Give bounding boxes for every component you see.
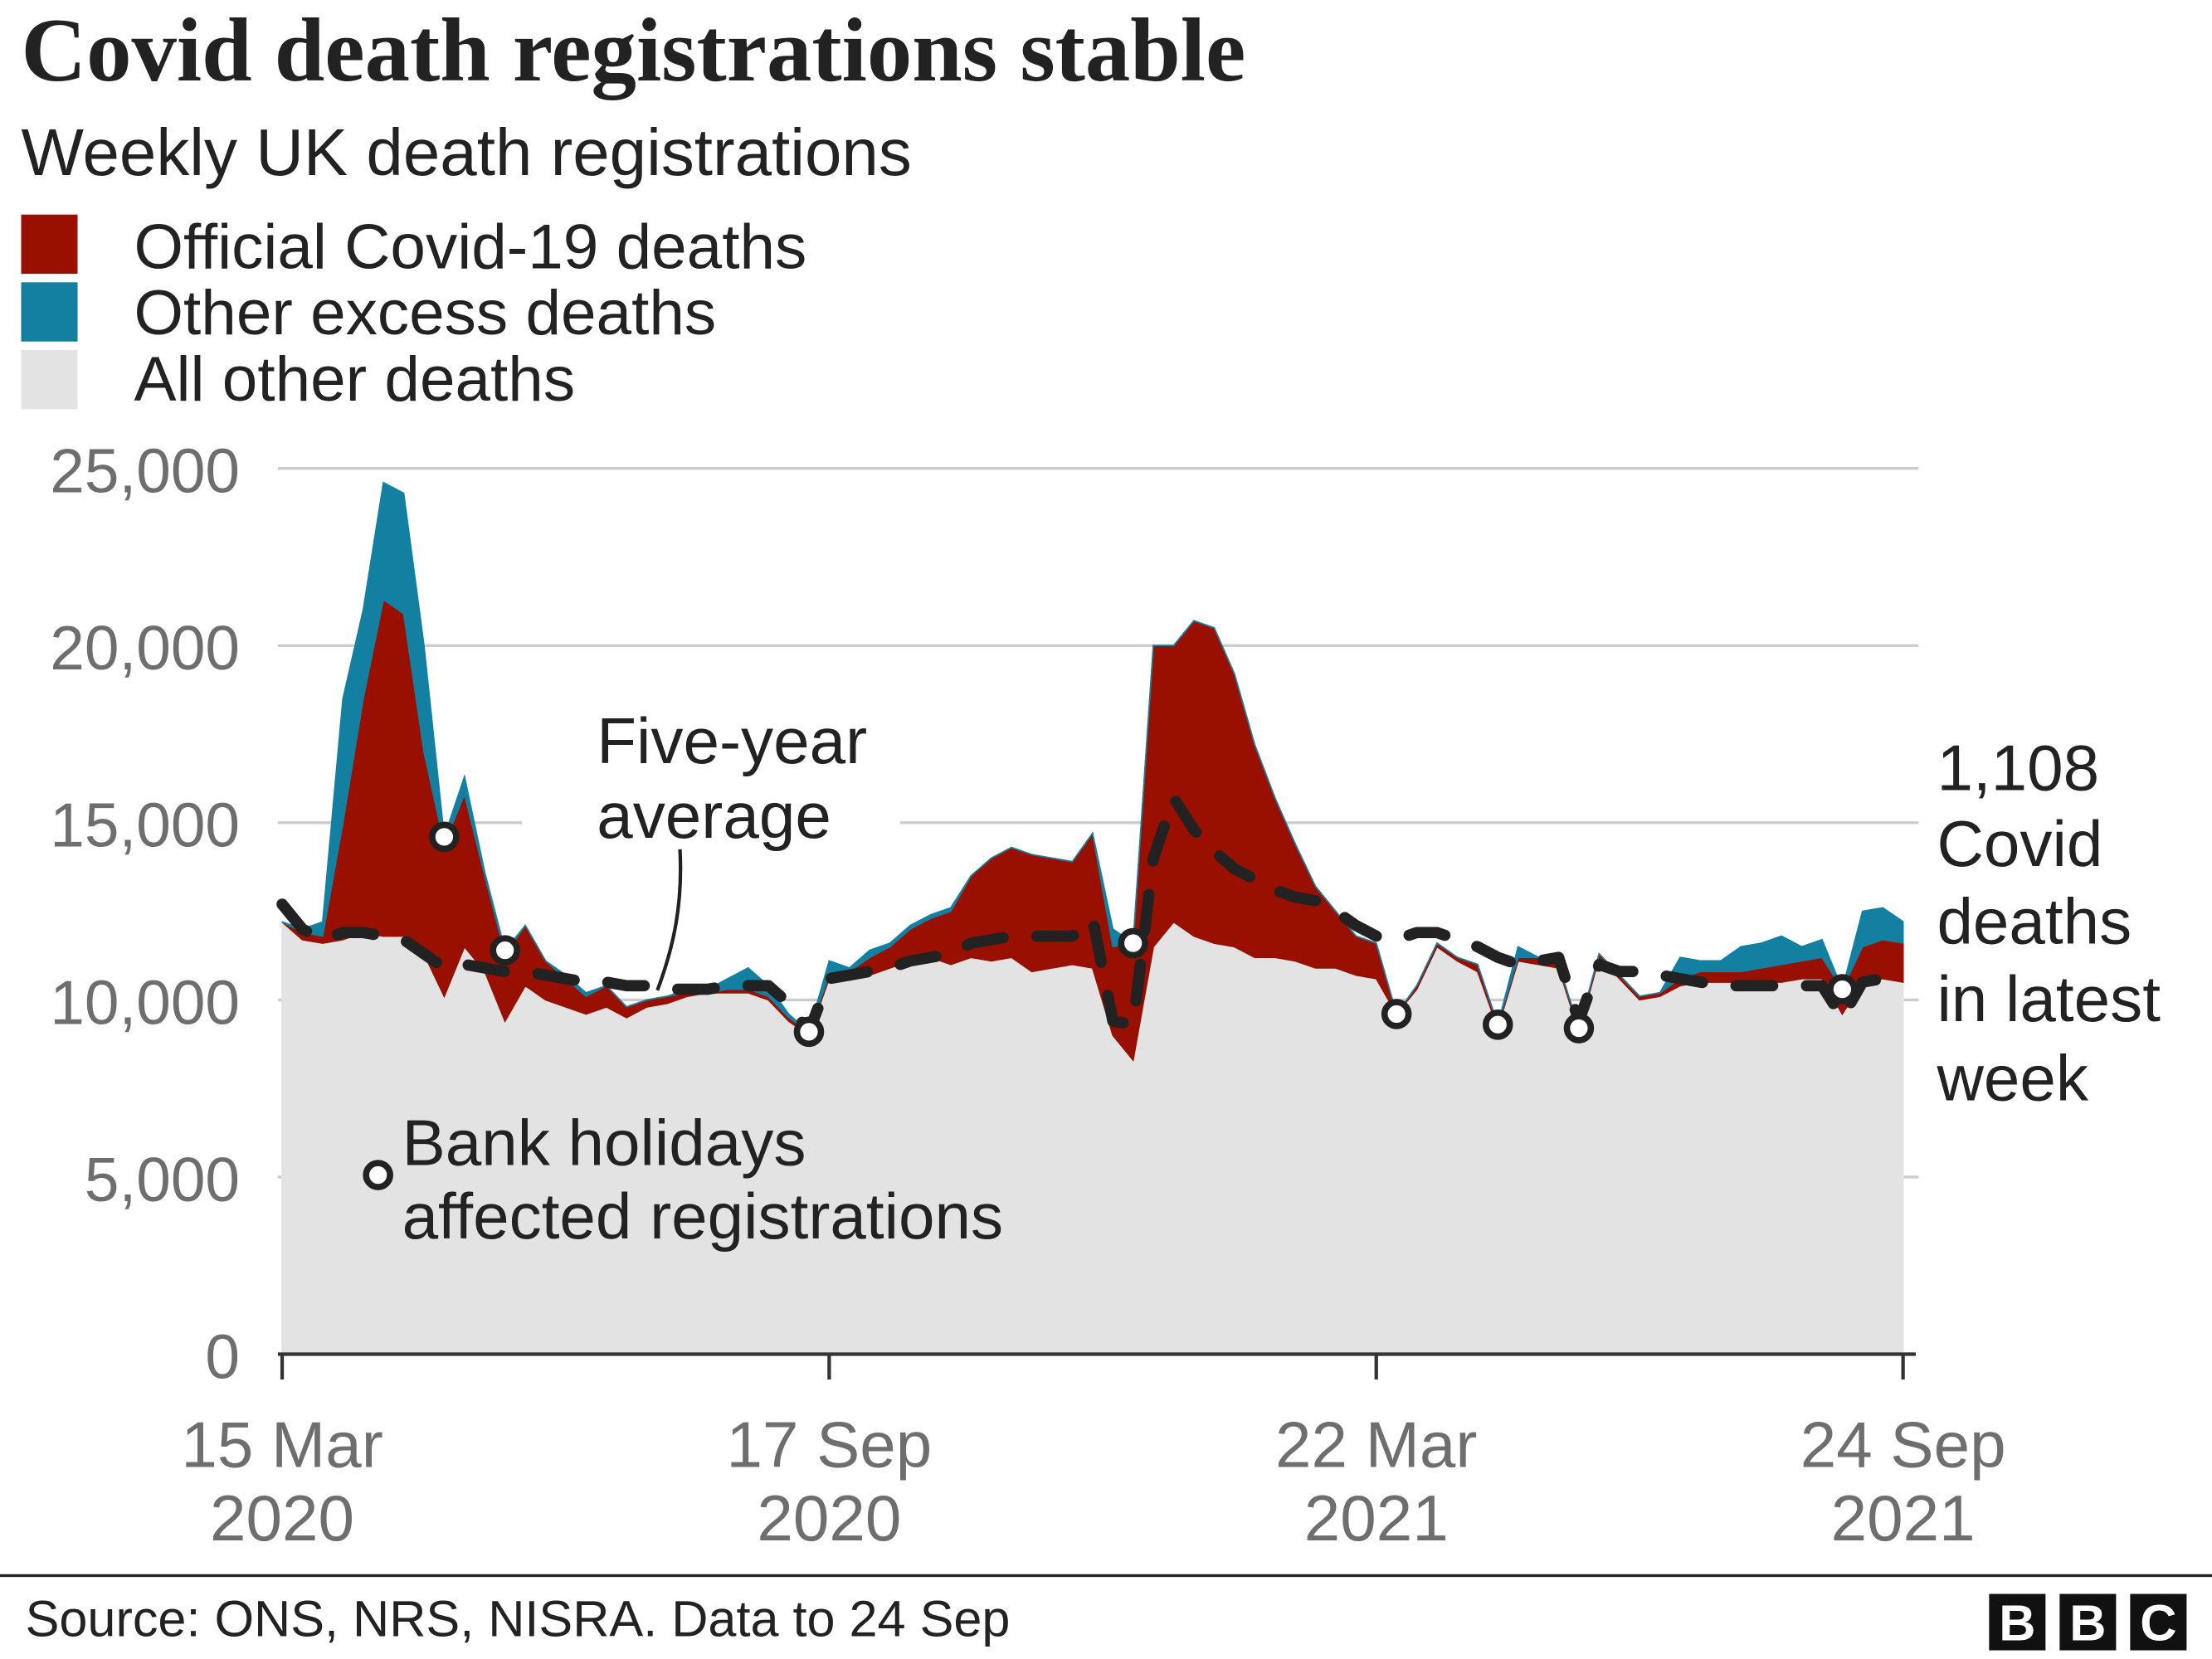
- chart-title: Covid death registrations stable: [22, 0, 1246, 100]
- y-tick-label: 0: [205, 1321, 240, 1391]
- x-tick-label-year: 2021: [1304, 1481, 1449, 1554]
- bank-holiday-marker: [1118, 927, 1148, 959]
- five-year-average-path: [276, 792, 1909, 1038]
- svg-text:B: B: [1999, 1595, 2035, 1652]
- x-tick-label: 24 Sep: [1800, 1408, 2006, 1481]
- annotation-line: week: [1936, 1041, 2088, 1114]
- legend-swatch-excess: [21, 282, 78, 342]
- bank-holiday-marker: [1827, 974, 1858, 1005]
- annotation-leader-line: [655, 849, 683, 991]
- x-tick-label-year: 2020: [210, 1481, 354, 1554]
- annotation-line: in latest: [1937, 962, 2161, 1035]
- bbc-logo: B B C: [1989, 1593, 2187, 1652]
- x-tick-label: 15 Mar: [181, 1408, 382, 1481]
- bank-holiday-legend-marker: [363, 1160, 393, 1190]
- annotation-line: 1,108: [1937, 731, 2099, 804]
- y-tick-label: 20,000: [50, 613, 240, 683]
- bank-holiday-marker: [793, 1016, 825, 1048]
- bank-holiday-marker: [490, 935, 520, 966]
- y-tick-label: 5,000: [85, 1145, 240, 1214]
- bank-holiday-marker: [1563, 1013, 1595, 1044]
- annotation-line: affected registrations: [402, 1180, 1004, 1253]
- bank-holiday-marker: [1381, 999, 1412, 1029]
- annotation-five-year-average: Five-year average: [522, 704, 900, 991]
- five-year-average-line: [276, 792, 1909, 1038]
- annotation-line: average: [597, 779, 831, 852]
- y-axis: 0 5,000 10,000 15,000 20,000 25,000: [50, 436, 240, 1392]
- source-text: Source: ONS, NRS, NISRA. Data to 24 Sep: [26, 1591, 1011, 1647]
- bank-holiday-marker: [429, 821, 460, 853]
- annotation-latest-week: 1,108 Covid deaths in latest week: [1936, 731, 2161, 1114]
- x-tick-label-year: 2021: [1831, 1481, 1976, 1554]
- annotation-bank-holidays: Bank holidays affected registrations: [363, 1107, 1004, 1253]
- svg-text:C: C: [2140, 1595, 2176, 1652]
- chart-subtitle: Weekly UK death registrations: [22, 115, 912, 189]
- y-tick-label: 25,000: [50, 436, 240, 506]
- legend-label-other: All other deaths: [134, 344, 576, 415]
- y-tick-label: 10,000: [50, 967, 240, 1037]
- bank-holiday-markers: [429, 821, 1858, 1048]
- annotation-line: Five-year: [597, 704, 867, 777]
- legend-swatch-covid: [21, 214, 78, 275]
- annotation-background: [522, 705, 900, 854]
- legend: Official Covid-19 deaths Other excess de…: [21, 212, 807, 415]
- annotation-line: Covid: [1937, 807, 2102, 880]
- x-tick-label: 17 Sep: [726, 1408, 932, 1481]
- legend-label-covid: Official Covid-19 deaths: [134, 212, 807, 282]
- annotation-line: deaths: [1937, 885, 2132, 958]
- bank-holiday-marker: [1482, 1010, 1513, 1040]
- area-other-excess-deaths: [281, 481, 1904, 1034]
- legend-swatch-other: [21, 349, 78, 410]
- annotation-line: Bank holidays: [402, 1107, 806, 1180]
- svg-text:B: B: [2069, 1595, 2106, 1652]
- x-tick-label-year: 2020: [757, 1481, 901, 1554]
- legend-label-excess: Other excess deaths: [134, 278, 717, 348]
- x-tick-label: 22 Mar: [1275, 1408, 1477, 1481]
- y-tick-label: 15,000: [50, 791, 240, 860]
